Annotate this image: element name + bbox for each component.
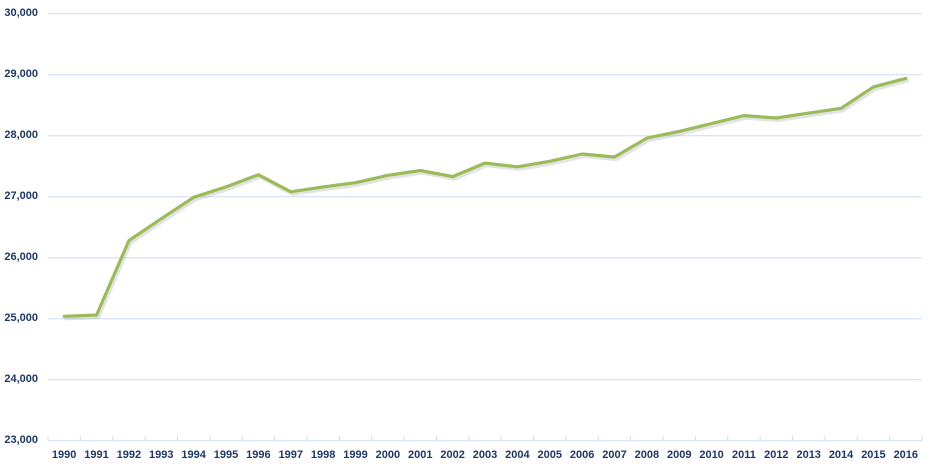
x-axis-tick-label: 2011 — [732, 449, 756, 461]
x-axis-tick-label: 2002 — [440, 449, 465, 461]
x-axis-tick-label: 2004 — [505, 449, 530, 461]
x-axis-tick-label: 2001 — [408, 449, 433, 461]
y-axis-tick-label: 24,000 — [4, 373, 38, 386]
x-axis-tick-label: 2010 — [699, 449, 724, 461]
x-axis-tick-label: 1996 — [246, 449, 271, 461]
series-line — [62, 76, 908, 318]
x-axis-tick-label: 2012 — [764, 449, 789, 461]
y-axis-tick-label: 29,000 — [4, 68, 38, 81]
x-axis-tick-label: 1997 — [278, 449, 303, 461]
x-axis-tick-label: 1994 — [181, 449, 206, 461]
x-axis-tick-label: 2014 — [828, 449, 854, 461]
x-axis-tick-label: 1993 — [149, 449, 174, 461]
x-axis-tick-label: 2008 — [634, 449, 660, 461]
x-axis-tick-label: 2000 — [375, 449, 401, 461]
x-axis-tick-label: 2007 — [602, 449, 627, 461]
y-axis-tick-label: 26,000 — [4, 251, 38, 264]
x-axis-tick-label: 1992 — [116, 449, 142, 461]
y-axis-tick-label: 23,000 — [4, 434, 38, 447]
x-axis-tick-label: 2006 — [569, 449, 595, 461]
x-axis-tick-label: 1998 — [310, 449, 336, 461]
y-axis-tick-label: 30,000 — [4, 7, 38, 20]
x-axis-tick-label: 2009 — [666, 449, 692, 461]
y-axis-tick-label: 25,000 — [4, 312, 38, 325]
x-axis-tick-label: 2015 — [861, 449, 886, 461]
x-axis-tick-label: 1995 — [213, 449, 239, 461]
x-axis-tick-label: 1990 — [51, 449, 77, 461]
series-line-shadow — [64, 79, 910, 321]
x-axis-tick-label: 1999 — [343, 449, 368, 461]
x-axis-tick-label: 1991 — [84, 449, 109, 461]
x-axis-tick-label: 2013 — [796, 449, 821, 461]
x-axis-tick-label: 2003 — [472, 449, 498, 461]
y-axis-tick-label: 27,000 — [4, 190, 38, 203]
y-axis-tick-label: 28,000 — [4, 129, 38, 142]
x-axis-tick-label: 2016 — [893, 449, 919, 461]
x-axis-tick-label: 2005 — [537, 449, 562, 461]
